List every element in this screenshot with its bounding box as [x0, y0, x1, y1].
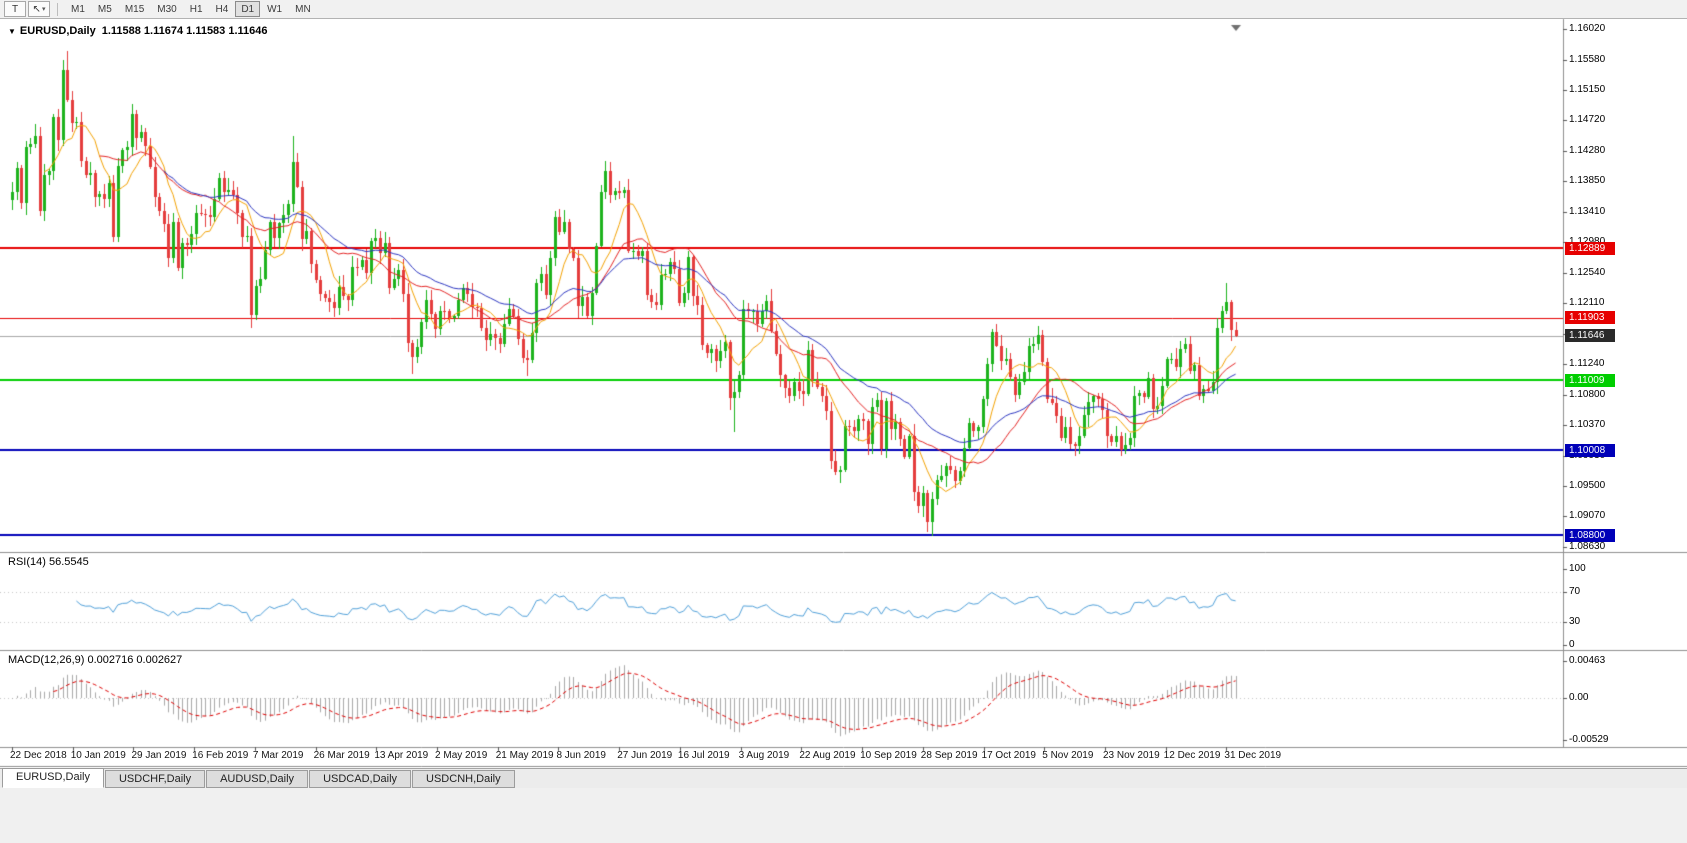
price-axis-label: 1.12540	[1569, 266, 1606, 278]
chart-tab-eurusd-daily[interactable]: EURUSD,Daily	[2, 768, 104, 788]
date-axis-label: 3 Aug 2019	[738, 750, 790, 761]
price-axis-label: 1.14720	[1569, 114, 1606, 126]
price-axis-label: 1.12980	[1569, 236, 1605, 247]
timeframe-button-w1[interactable]: W1	[261, 1, 288, 17]
dropdown-caret-icon: ▾	[41, 6, 46, 13]
date-axis-label: 12 Dec 2019	[1163, 750, 1221, 761]
timeframe-button-d1[interactable]: D1	[235, 1, 261, 17]
date-axis-label: 22 Aug 2019	[799, 750, 856, 761]
date-axis-label: 16 Feb 2019	[192, 750, 249, 761]
price-axis-label: 1.10370	[1569, 419, 1606, 431]
date-axis-label: 28 Sep 2019	[920, 750, 978, 761]
date-axis-label: 27 Jun 2019	[617, 750, 673, 761]
current-price-tag: 1.11646	[1565, 329, 1615, 343]
rsi-axis-label: 0	[1569, 639, 1575, 650]
macd-axis-label: 0.00	[1569, 692, 1589, 703]
date-axis-label: 10 Sep 2019	[860, 750, 917, 761]
date-axis-label: 23 Nov 2019	[1102, 750, 1160, 761]
chart-tab-usdchf-daily[interactable]: USDCHF,Daily	[104, 770, 206, 788]
hline-price-tag[interactable]: 1.11009	[1565, 373, 1615, 387]
rsi-axis-label: 70	[1569, 585, 1581, 597]
price-axis-label: 1.14280	[1569, 144, 1606, 156]
date-axis-label: 8 Jun 2019	[556, 750, 606, 761]
hline-price-tag[interactable]: 1.12889	[1565, 241, 1615, 255]
toolbar-divider	[57, 2, 58, 16]
rsi-indicator-label: RSI(14) 56.5545	[8, 556, 89, 568]
chart-title: ▼ EURUSD,Daily 1.11588 1.11674 1.11583 1.1…	[8, 25, 268, 37]
hline-price-tag[interactable]: 1.10008	[1565, 443, 1615, 457]
price-axis-label: 1.16020	[1569, 23, 1606, 34]
price-axis-label: 1.11240	[1569, 358, 1605, 370]
price-axis-label: 1.13850	[1569, 175, 1606, 187]
hline-price-tag[interactable]: 1.08800	[1565, 528, 1615, 542]
chart-tab-usdcnh-daily[interactable]: USDCNH,Daily	[412, 770, 515, 788]
status-area	[0, 788, 1687, 843]
timeframe-button-h4[interactable]: H4	[210, 1, 235, 17]
timeframe-button-mn[interactable]: MN	[289, 1, 317, 17]
price-axis-label: 1.10800	[1569, 388, 1606, 400]
date-axis-label: 16 Jul 2019	[677, 750, 730, 761]
timeframe-button-m1[interactable]: M1	[65, 1, 91, 17]
price-axis-label: 1.15580	[1569, 53, 1606, 65]
price-axis-label: 1.09070	[1569, 510, 1606, 522]
chart-tab-usdcad-daily[interactable]: USDCAD,Daily	[309, 770, 412, 788]
date-axis-label: 7 Mar 2019	[252, 750, 304, 761]
macd-axis-label: -0.00529	[1569, 734, 1609, 746]
rsi-axis-label: 100	[1569, 563, 1586, 574]
one-click-trading-expander-icon[interactable]: ▼	[8, 27, 16, 36]
price-axis-label: 1.15150	[1569, 83, 1606, 95]
date-axis-label: 13 Apr 2019	[374, 750, 429, 761]
timeframe-toolbar: M1 M5 M15 M30 H1 H4 D1 W1 MN	[65, 1, 317, 17]
timeframe-button-m15[interactable]: M15	[119, 1, 150, 17]
hline-price-tag[interactable]: 1.11903	[1565, 311, 1615, 325]
price-axis-label: 1.12110	[1569, 297, 1605, 309]
macd-axis-label: 0.00463	[1569, 655, 1606, 666]
chart-tab-bar: EURUSD,Daily USDCHF,Daily AUDUSD,Daily USDC…	[0, 768, 1687, 788]
date-axis-label: 21 May 2019	[495, 750, 554, 761]
macd-indicator-label: MACD(12,26,9) 0.002716 0.002627	[8, 654, 183, 666]
date-axis-label: 10 Jan 2019	[70, 750, 126, 761]
price-axis-label: 1.09500	[1569, 480, 1606, 492]
date-axis-label: 5 Nov 2019	[1042, 750, 1094, 761]
price-axis-label: 1.13410	[1569, 205, 1606, 217]
timeframe-button-m30[interactable]: M30	[151, 1, 182, 17]
toolbar: T ↖ ▾ M1 M5 M15 M30 H1 H4 D1 W1 MN	[0, 0, 1687, 19]
cursor-tool-icon: ↖	[32, 3, 41, 15]
date-axis-label: 17 Oct 2019	[981, 750, 1036, 761]
date-axis-label: 26 Mar 2019	[313, 750, 370, 761]
chart-ohlc-values: 1.11588 1.11674 1.11583 1.11646	[101, 25, 268, 37]
chart-tab-audusd-daily[interactable]: AUDUSD,Daily	[206, 770, 309, 788]
price-axis-label: 1.08630	[1569, 541, 1606, 552]
timeframe-button-h1[interactable]: H1	[184, 1, 209, 17]
chart-symbol-period: EURUSD,Daily	[19, 25, 96, 37]
cursor-tool-button[interactable]: ↖ ▾	[28, 1, 50, 17]
date-axis-label: 2 May 2019	[435, 750, 488, 761]
timeframe-button-m5[interactable]: M5	[92, 1, 118, 17]
text-tool-button[interactable]: T	[4, 1, 26, 17]
text-tool-icon: T	[11, 3, 19, 15]
date-axis-label: 22 Dec 2018	[10, 750, 67, 761]
date-axis-label: 29 Jan 2019	[131, 750, 187, 761]
date-axis-label: 31 Dec 2019	[1224, 750, 1282, 761]
rsi-axis-label: 30	[1569, 616, 1581, 628]
